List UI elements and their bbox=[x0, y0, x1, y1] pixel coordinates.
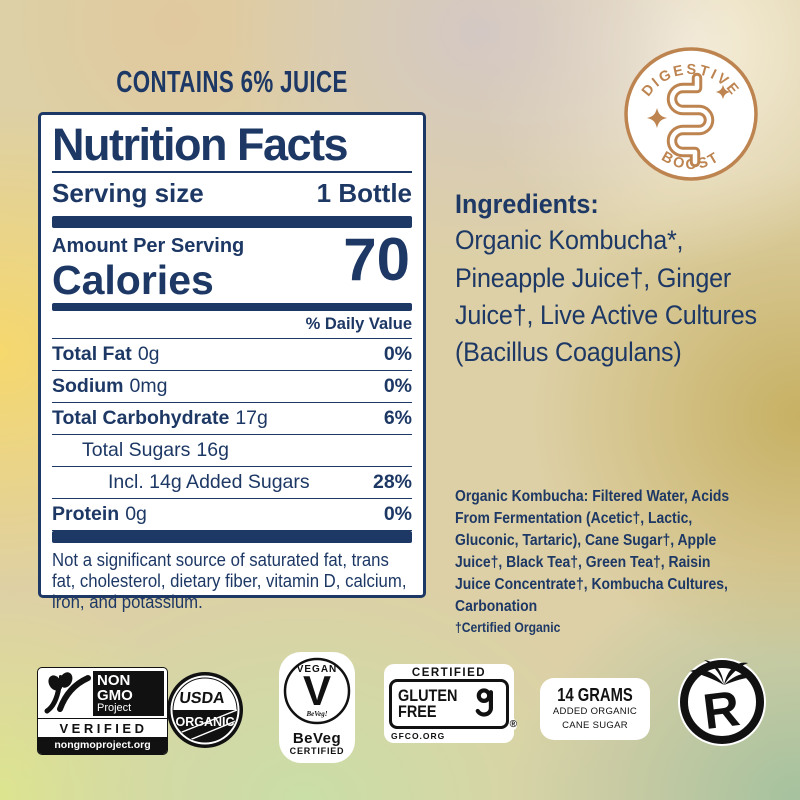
sparkle-icon bbox=[647, 84, 731, 128]
kosher-palm-r-badge: R bbox=[676, 655, 768, 752]
kosher-letter: R bbox=[700, 680, 743, 740]
amount-per-serving-label: Amount Per Serving bbox=[52, 235, 245, 258]
gluten-free-badge: CERTIFIED GLUTEN FREE ® GFCO.ORG bbox=[384, 664, 517, 743]
calories-label: Calories bbox=[52, 257, 214, 304]
non-gmo-verified-text: VERIFIED bbox=[38, 718, 167, 737]
non-gmo-badge: NON GMO Project VERIFIED nongmoproject.o… bbox=[37, 667, 168, 755]
gf-certified-text: CERTIFIED bbox=[411, 667, 487, 679]
nutrient-row-carbohydrate: Total Carbohydrate 17g 6% bbox=[52, 403, 412, 436]
daily-value-header: % Daily Value bbox=[52, 311, 412, 340]
gfco-url: GFCO.ORG bbox=[391, 731, 446, 741]
usda-organic-badge: USDA ORGANIC bbox=[165, 670, 245, 755]
nutrition-facts-title: Nutrition Facts bbox=[52, 121, 412, 174]
ingredients-heading: Ingredients: bbox=[455, 189, 599, 219]
divider-bar bbox=[52, 531, 412, 544]
vegan-v-icon: VEGAN V BeVeg! bbox=[283, 657, 351, 725]
usda-organic-icon: USDA ORGANIC bbox=[167, 672, 243, 748]
gfco-g-icon bbox=[475, 688, 493, 717]
organic-text: ORGANIC bbox=[175, 715, 234, 729]
beveg-certified-text: CERTIFIED bbox=[289, 746, 345, 756]
butterfly-icon bbox=[44, 672, 91, 714]
beveg-vegan-badge: VEGAN V BeVeg! BeVeg CERTIFIED bbox=[279, 652, 355, 763]
big-v-text: V bbox=[303, 667, 331, 714]
gf-box: GLUTEN FREE ® bbox=[389, 679, 517, 730]
beveg-name: BeVeg bbox=[292, 730, 342, 747]
calories-value: 70 bbox=[343, 226, 410, 294]
grams-line2: ADDED ORGANIC bbox=[552, 706, 638, 717]
nutrient-row-sodium: Sodium 0mg 0% bbox=[52, 371, 412, 404]
nutrient-row-added-sugars: Incl. 14g Added Sugars 28% bbox=[52, 467, 412, 500]
nutrition-facts-panel: Nutrition Facts Serving size 1 Bottle Am… bbox=[38, 112, 426, 612]
vegan-text: VEGAN bbox=[297, 664, 338, 675]
non-gmo-url: nongmoproject.org bbox=[38, 737, 167, 754]
gf-registered-mark: ® bbox=[509, 719, 517, 730]
serving-size-value: 1 Bottle bbox=[316, 178, 412, 209]
contains-juice-claim: CONTAINS 6% JUICE bbox=[116, 64, 348, 99]
sub-ingredients-section: Organic Kombucha: Filtered Water, Acids … bbox=[455, 486, 748, 638]
gf-gluten-text: GLUTEN bbox=[398, 685, 458, 705]
ingredients-section: Ingredients: Organic Kombucha*, Pineappl… bbox=[455, 186, 762, 371]
nutrient-row-protein: Protein 0g 0% bbox=[52, 499, 412, 532]
nutrient-row-total-fat: Total Fat 0g 0% bbox=[52, 339, 412, 372]
gf-free-text: FREE bbox=[398, 702, 437, 721]
divider-bar bbox=[52, 303, 412, 312]
intestine-icon bbox=[666, 72, 715, 168]
palm-tree-r-icon: R bbox=[678, 658, 766, 746]
nutrient-row-total-sugars: Total Sugars 16g bbox=[52, 435, 412, 468]
cane-sugar-badge: 14 GRAMS ADDED ORGANIC CANE SUGAR bbox=[540, 678, 650, 740]
serving-size-label: Serving size bbox=[52, 178, 204, 209]
serving-size-row: Serving size 1 Bottle bbox=[52, 173, 412, 216]
beveg-script-text: BeVeg! bbox=[306, 710, 328, 718]
ingredients-list: Organic Kombucha*, Pineapple Juice†, Gin… bbox=[455, 225, 757, 368]
certified-organic-note: †Certified Organic bbox=[455, 620, 561, 635]
grams-amount-text: 14 GRAMS bbox=[557, 685, 633, 705]
non-gmo-top: NON GMO Project bbox=[38, 668, 167, 716]
calories-block: Amount Per Serving Calories 70 bbox=[52, 228, 412, 303]
digestive-boost-icon: DIGESTIVE BOOST bbox=[624, 47, 758, 181]
divider-bar bbox=[52, 216, 412, 229]
grams-line3: CANE SUGAR bbox=[562, 719, 628, 731]
usda-text: USDA bbox=[178, 689, 226, 707]
sub-ingredients-list: Organic Kombucha: Filtered Water, Acids … bbox=[455, 488, 730, 615]
non-gmo-project-box: NON GMO Project bbox=[93, 671, 164, 716]
nutrition-footnote: Not a significant source of saturated fa… bbox=[52, 550, 407, 613]
digestive-boost-seal: DIGESTIVE BOOST bbox=[621, 44, 761, 189]
